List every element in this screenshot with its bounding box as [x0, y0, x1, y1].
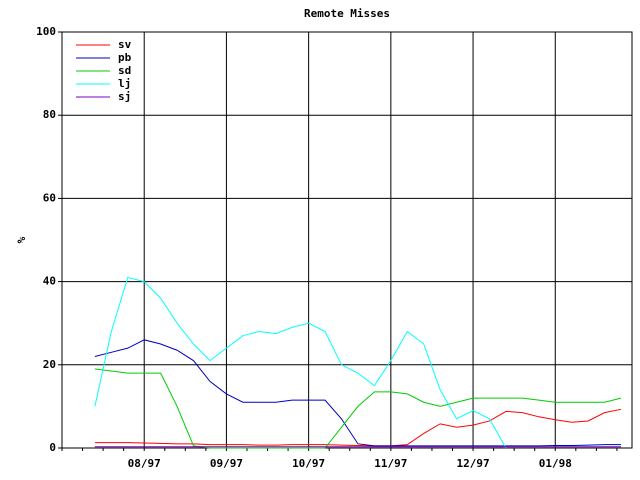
x-tick-label: 08/97	[128, 457, 161, 470]
x-tick-label: 12/97	[456, 457, 489, 470]
legend-label: pb	[118, 51, 132, 64]
series-line	[94, 276, 507, 449]
y-tick-label: 0	[49, 441, 56, 454]
series-line	[94, 408, 622, 447]
series-line	[94, 368, 622, 449]
y-tick-label: 60	[43, 191, 56, 204]
y-tick-label: 100	[36, 25, 56, 38]
legend-label: sv	[118, 38, 132, 51]
legend-label: lj	[118, 77, 131, 90]
legend-label: sd	[118, 64, 131, 77]
y-tick-label: 20	[43, 358, 56, 371]
x-tick-label: 09/97	[210, 457, 243, 470]
x-tick-label: 11/97	[374, 457, 407, 470]
y-tick-label: 40	[43, 275, 56, 288]
chart-title: Remote Misses	[304, 7, 390, 20]
x-tick-label: 10/97	[292, 457, 325, 470]
plot-area	[61, 31, 633, 449]
series-line	[94, 339, 622, 447]
x-tick-label: 01/98	[539, 457, 572, 470]
y-axis-label: %	[15, 236, 28, 243]
legend-label: sj	[118, 90, 131, 103]
y-tick-label: 80	[43, 108, 56, 121]
